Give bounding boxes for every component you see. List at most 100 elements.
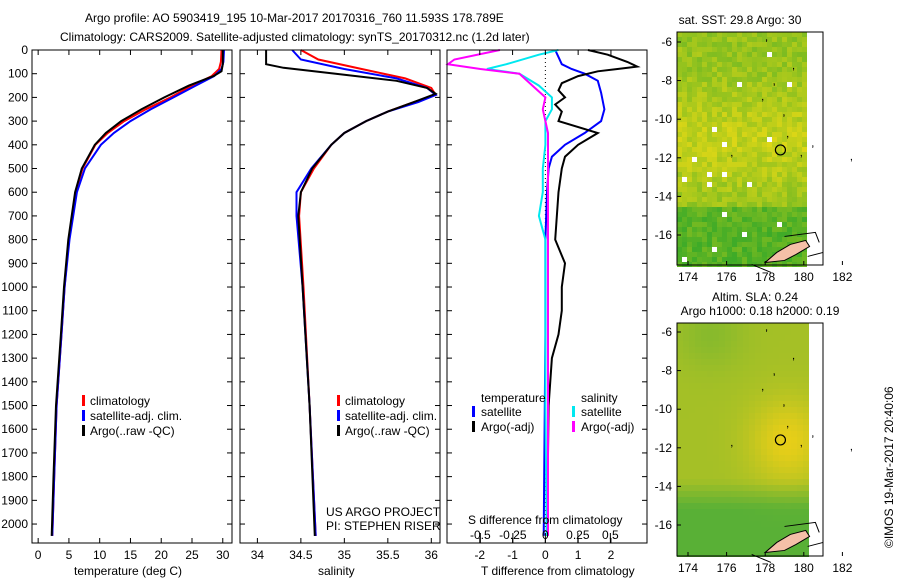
map-cell — [695, 371, 701, 377]
map-cell — [761, 545, 767, 551]
map-cell — [752, 32, 757, 37]
map-cell — [742, 72, 747, 77]
series-line-t-argo-adj- — [546, 49, 641, 536]
map-cell — [785, 479, 791, 485]
map-cell — [755, 365, 761, 371]
map-cell — [772, 157, 777, 162]
map-cell — [747, 212, 752, 217]
map-cell — [683, 455, 689, 461]
map-cell — [727, 157, 732, 162]
map-cell — [791, 455, 797, 461]
lat-tick-label: -10 — [655, 402, 673, 416]
x-tick-label: -2 — [474, 548, 485, 562]
map-cell — [707, 527, 713, 533]
map-cell — [687, 162, 692, 167]
map-cell — [779, 443, 785, 449]
map-cell — [719, 515, 725, 521]
map-cell — [787, 77, 792, 82]
map-cell — [701, 491, 707, 497]
map-cell — [731, 407, 737, 413]
map-cell — [785, 323, 791, 329]
map-cell — [773, 425, 779, 431]
map-cell — [731, 371, 737, 377]
map-cell — [782, 217, 787, 222]
map-cell — [767, 437, 773, 443]
legend-swatch-climatology — [337, 395, 340, 406]
map-cell — [737, 431, 743, 437]
map-cell — [802, 127, 807, 132]
map-cell — [713, 341, 719, 347]
map-cell — [785, 527, 791, 533]
map-cell — [725, 467, 731, 473]
map-cell — [732, 217, 737, 222]
map-cell — [722, 212, 727, 217]
lat-tick-label: -6 — [661, 325, 672, 339]
map-cell — [797, 371, 803, 377]
y-tick-label: 300 — [8, 114, 28, 128]
island-mark: ʼ — [800, 443, 803, 457]
map-cell — [687, 132, 692, 137]
map-cell — [737, 67, 742, 72]
series-line-argo-raw-qc- — [50, 50, 224, 536]
map-cell — [687, 192, 692, 197]
map-cell — [742, 252, 747, 257]
map-cell — [797, 87, 802, 92]
map-cell — [692, 37, 697, 42]
map-cell — [717, 127, 722, 132]
x-axis-label-t-diff: T difference from climatology — [481, 564, 635, 578]
map-cell — [762, 152, 767, 157]
map-cell — [737, 222, 742, 227]
map-cell — [802, 167, 807, 172]
map-cell — [802, 152, 807, 157]
map-cell — [717, 137, 722, 142]
map-cell — [767, 127, 772, 132]
map-cell — [747, 232, 752, 237]
map-cell — [747, 152, 752, 157]
map-cell — [747, 47, 752, 52]
map-cell — [749, 401, 755, 407]
map-cell — [747, 182, 752, 187]
map-cell — [787, 137, 792, 142]
map-cell — [791, 353, 797, 359]
map-cell — [797, 67, 802, 72]
map-cell — [757, 142, 762, 147]
map-cell — [743, 449, 749, 455]
map-cell — [761, 395, 767, 401]
map-cell — [762, 37, 767, 42]
map-cell — [683, 449, 689, 455]
y-tick-label: 700 — [8, 209, 28, 223]
map-cell — [707, 232, 712, 237]
map-cell — [791, 365, 797, 371]
map-cell — [731, 335, 737, 341]
map-cell — [743, 347, 749, 353]
map-cell — [731, 539, 737, 545]
map-cell — [713, 527, 719, 533]
title-line1: Argo profile: AO 5903419_195 10-Mar-2017… — [85, 11, 504, 25]
map-cell — [779, 359, 785, 365]
map-cell — [767, 242, 772, 247]
map-cell — [737, 527, 743, 533]
map-cell — [752, 237, 757, 242]
plot-frame — [446, 49, 648, 544]
map-cell — [737, 467, 743, 473]
map-cell — [797, 132, 802, 137]
map-cell — [797, 92, 802, 97]
lat-tick-label: -6 — [661, 35, 672, 49]
map-cell — [719, 461, 725, 467]
island-mark: ʼ — [730, 443, 733, 457]
map-cell — [803, 401, 809, 407]
map-cell — [689, 545, 695, 551]
map-cell — [803, 335, 809, 341]
map-cell — [803, 395, 809, 401]
map-cell — [731, 431, 737, 437]
map-cell — [702, 202, 707, 207]
map-cell — [777, 117, 782, 122]
y-tick-label: 1900 — [1, 493, 28, 507]
map-cell — [785, 503, 791, 509]
map-cell — [762, 182, 767, 187]
map-cell — [792, 102, 797, 107]
map-cell — [773, 377, 779, 383]
map-cell — [797, 137, 802, 142]
map-cell — [731, 413, 737, 419]
map-cell — [757, 217, 762, 222]
